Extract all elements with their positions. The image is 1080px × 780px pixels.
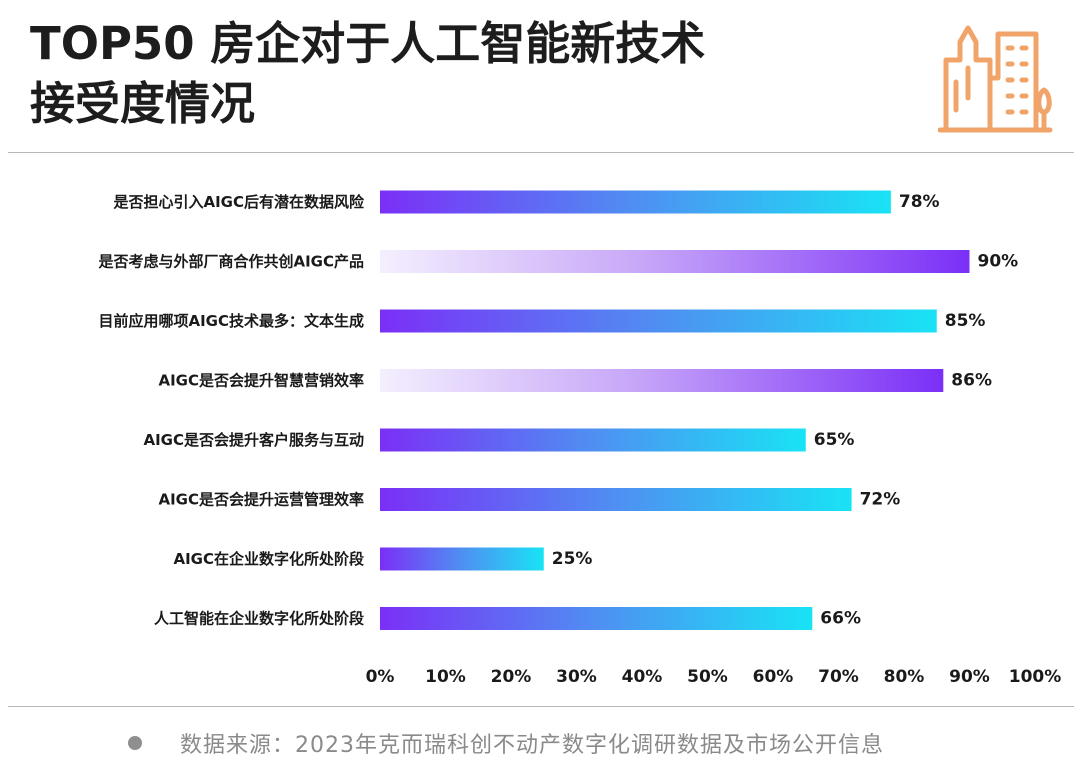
x-tick-label: 50% [687, 667, 728, 687]
value-label: 65% [814, 430, 855, 450]
bar [380, 190, 891, 214]
value-label: 85% [945, 311, 986, 331]
value-label: 90% [978, 252, 1019, 272]
value-label: 78% [899, 192, 940, 212]
value-label: 86% [951, 371, 992, 391]
category-label: 是否考虑与外部厂商合作共创AIGC产品 [97, 253, 364, 271]
bar-chart: 是否担心引入AIGC后有潜在数据风险 78% 是否考虑与外部厂商合作共创AIGC产品… [97, 190, 1062, 687]
value-label: 72% [860, 490, 901, 510]
category-label: AIGC是否会提升客户服务与互动 [143, 431, 364, 449]
bar [380, 488, 852, 511]
x-tick-label: 40% [622, 667, 663, 687]
building-icon [938, 25, 1053, 133]
value-label: 66% [820, 609, 861, 629]
category-label: AIGC是否会提升智慧营销效率 [158, 372, 364, 390]
x-tick-label: 80% [884, 667, 925, 687]
source-text: 数据来源：2023年克而瑞科创不动产数字化调研数据及市场公开信息 [180, 733, 884, 758]
x-tick-label: 0% [366, 667, 395, 687]
data-source: 数据来源：2023年克而瑞科创不动产数字化调研数据及市场公开信息 [128, 726, 884, 760]
bar [380, 428, 806, 452]
x-tick-label: 10% [425, 667, 466, 687]
bullet-dot [128, 736, 142, 750]
category-label: 目前应用哪项AIGC技术最多：文本生成 [98, 312, 364, 330]
top-divider [8, 152, 1074, 153]
bar [380, 369, 944, 392]
x-tick-label: 70% [818, 667, 859, 687]
bottom-divider [8, 706, 1074, 707]
category-label: AIGC在企业数字化所处阶段 [173, 550, 364, 568]
category-label: 是否担心引入AIGC后有潜在数据风险 [112, 193, 365, 211]
bar [380, 309, 937, 333]
x-tick-label: 90% [949, 667, 990, 687]
category-label: 人工智能在企业数字化所处阶段 [154, 610, 364, 628]
title-line-2: 接受度情况 [30, 77, 256, 130]
bar [380, 607, 813, 630]
x-tick-label: 20% [491, 667, 532, 687]
bar [380, 547, 544, 571]
x-tick-label: 30% [556, 667, 597, 687]
bar [380, 250, 970, 273]
x-tick-label: 100% [1009, 667, 1062, 687]
page-title: TOP50 房企对于人工智能新技术 接受度情况 [30, 14, 705, 134]
x-tick-label: 60% [753, 667, 794, 687]
title-line-1: TOP50 房企对于人工智能新技术 [30, 17, 706, 70]
value-label: 25% [552, 549, 593, 569]
category-label: AIGC是否会提升运营管理效率 [158, 491, 364, 509]
